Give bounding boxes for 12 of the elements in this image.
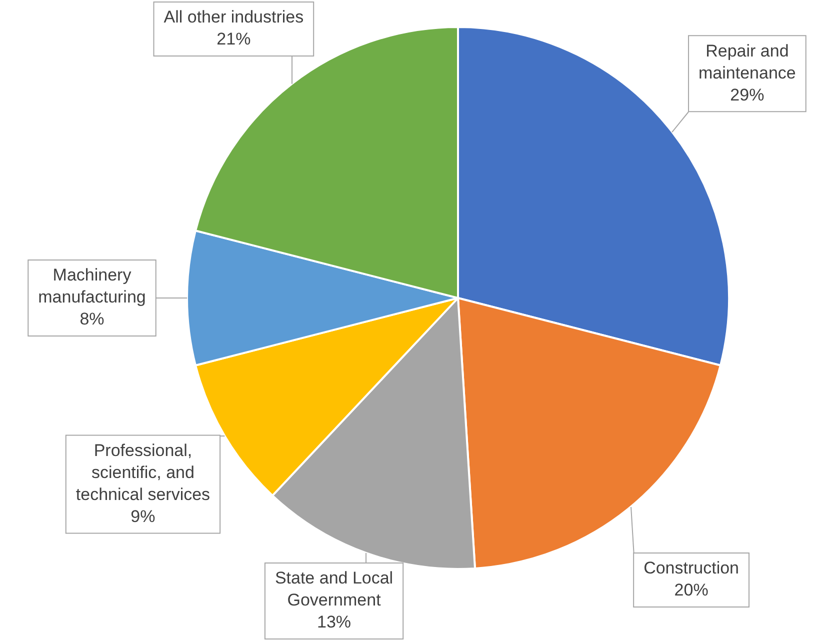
slice-label: All other industries	[164, 8, 304, 27]
data-label: 21%	[216, 30, 251, 49]
slice-label: State and Local Government	[274, 568, 394, 610]
data-label: 8%	[80, 310, 104, 329]
slice-label: Machinery manufacturing	[38, 266, 146, 307]
data-label: 13%	[317, 612, 352, 632]
data-label: 29%	[730, 85, 764, 104]
slice-label: Professional, scientific, and technical services	[76, 440, 210, 504]
slice-label: Construction	[644, 558, 740, 578]
data-label: 20%	[674, 580, 708, 600]
data-label: 9%	[130, 506, 156, 526]
slice-label: Repair and maintenance	[698, 41, 796, 82]
